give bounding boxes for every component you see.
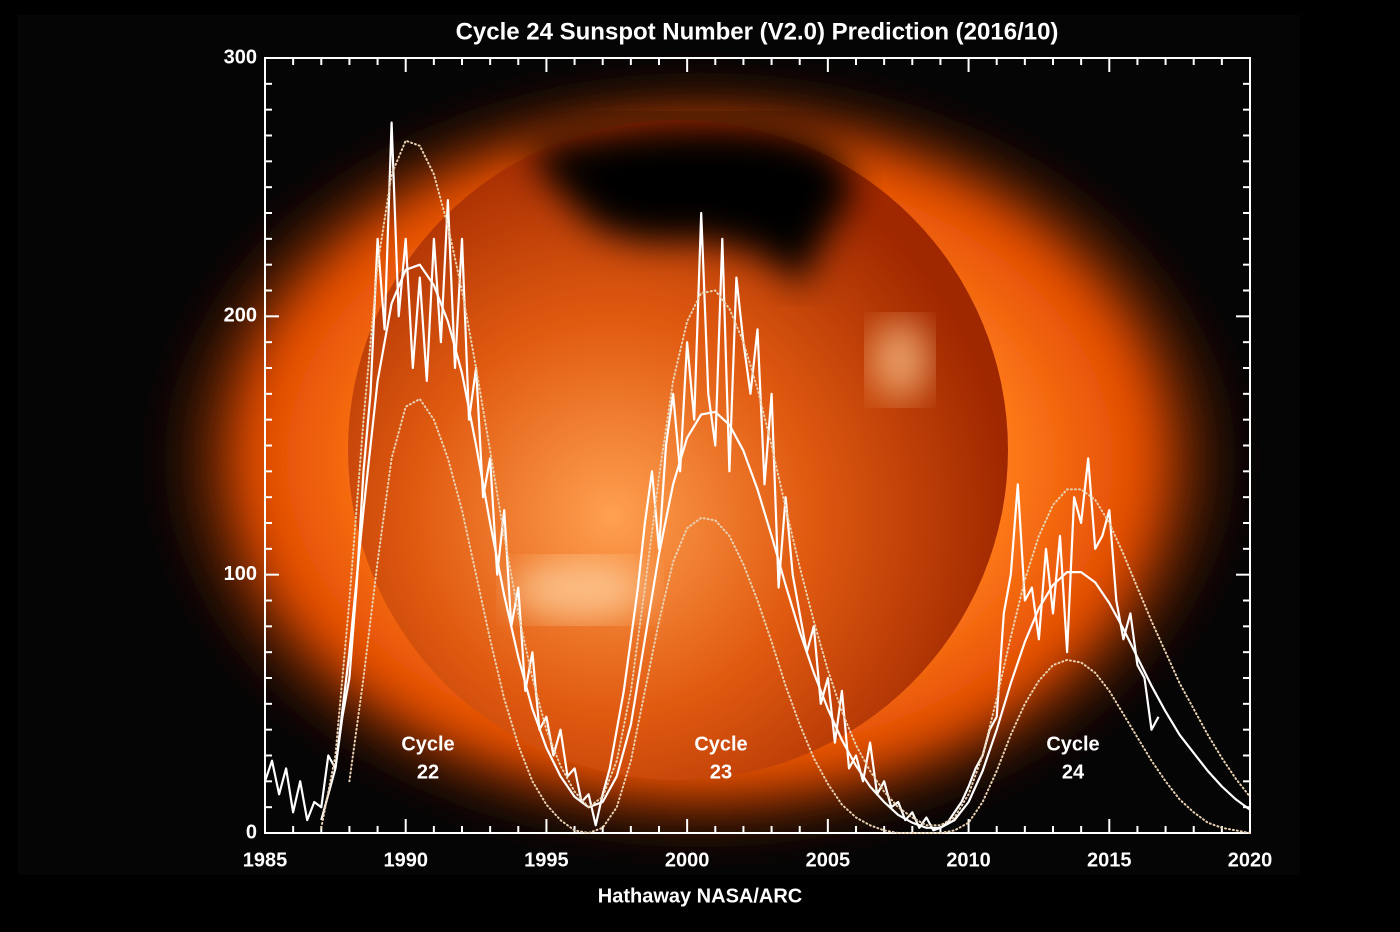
series-line [263,121,1160,832]
bright-region [510,560,650,620]
y-tick-label: 100 [224,563,257,585]
coronal-hole [530,127,851,290]
x-tick-label: 1990 [383,849,428,871]
annotation: 23 [710,761,732,783]
y-tick-label: 0 [246,821,257,843]
annotation: 22 [417,761,439,783]
annotation: 24 [1062,761,1085,783]
chart-title: Cycle 24 Sunspot Number (V2.0) Predictio… [456,18,1059,45]
series-line [320,263,1251,829]
x-tick-label: 1985 [243,849,288,871]
annotation: Cycle [401,733,454,755]
y-tick-label: 200 [224,305,257,327]
x-tick-label: 1995 [524,849,569,871]
bright-region [870,320,930,400]
credit: Hathaway NASA/ARC [598,885,802,907]
x-tick-label: 2010 [946,849,991,871]
x-tick-label: 2005 [806,849,851,871]
annotation: Cycle [1046,733,1099,755]
series-line [348,398,1251,834]
x-tick-label: 2015 [1087,849,1132,871]
x-tick-label: 2000 [665,849,710,871]
annotation: Cycle [694,733,747,755]
x-tick-label: 2020 [1228,849,1273,871]
series-line [320,139,1251,829]
y-tick-label: 300 [224,46,257,68]
